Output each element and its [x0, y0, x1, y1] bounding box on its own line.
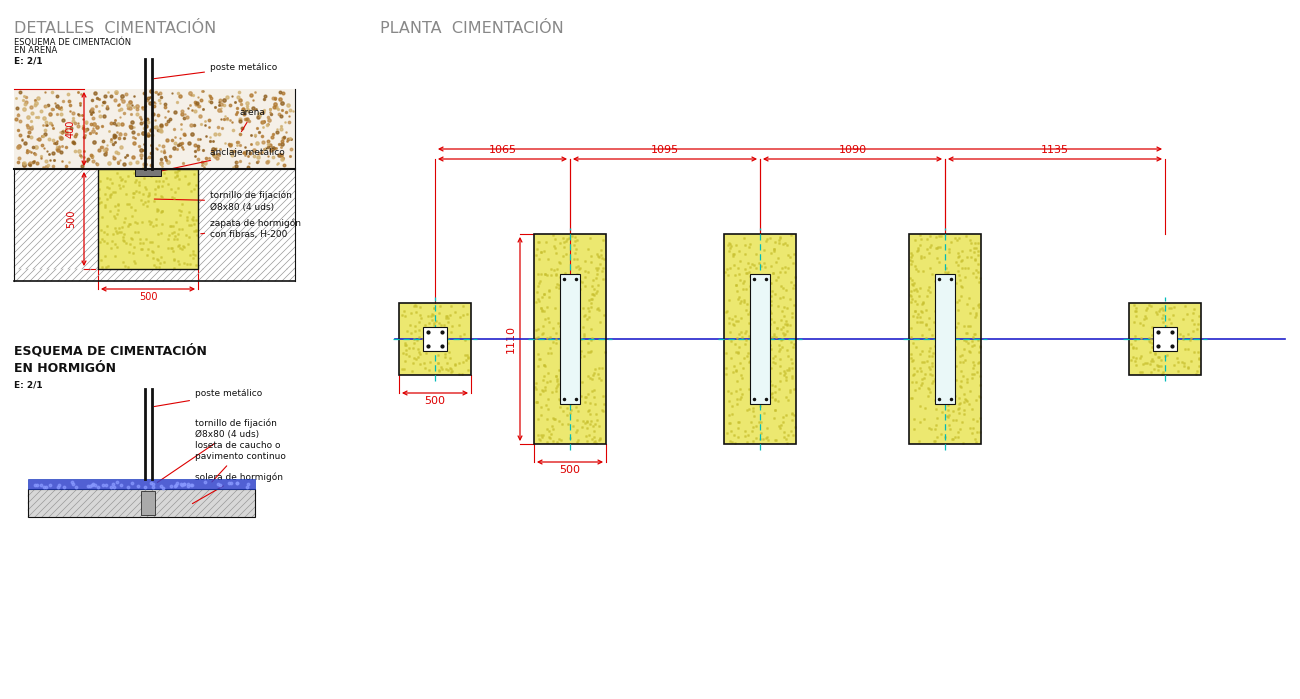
Text: E: 2/1: E: 2/1 [14, 381, 43, 390]
Text: ESQUEMA DE CIMENTACIÓN: ESQUEMA DE CIMENTACIÓN [14, 344, 207, 357]
Text: loseta de caucho o
pavimento continuo: loseta de caucho o pavimento continuo [195, 441, 286, 482]
Text: DETALLES  CIMENTACIÓN: DETALLES CIMENTACIÓN [14, 21, 216, 36]
Bar [14, 269, 295, 281]
Text: PLANTA  CIMENTACIÓN: PLANTA CIMENTACIÓN [380, 21, 564, 36]
Text: 500: 500 [66, 210, 75, 229]
Text: 1065: 1065 [489, 145, 516, 155]
Bar [1128, 303, 1201, 375]
Bar [140, 491, 155, 515]
Bar [534, 234, 606, 444]
Text: E: 2/1: E: 2/1 [14, 56, 43, 65]
Bar [1128, 303, 1201, 375]
Bar [560, 274, 580, 404]
Text: zapata de hormigón
con fibras, H-200: zapata de hormigón con fibras, H-200 [200, 219, 302, 239]
Bar [750, 274, 770, 404]
Bar [534, 234, 606, 444]
Text: 500: 500 [425, 396, 446, 406]
Bar [29, 489, 255, 517]
Text: poste metálico: poste metálico [155, 389, 263, 407]
Text: 400: 400 [66, 120, 75, 138]
Text: solera de hormigón: solera de hormigón [192, 473, 283, 503]
Bar [14, 89, 295, 169]
Bar [1153, 327, 1176, 351]
Bar [14, 169, 98, 269]
Text: tornillo de fijación
Ø8x80 (4 uds): tornillo de fijación Ø8x80 (4 uds) [157, 419, 277, 482]
Text: 1090: 1090 [838, 145, 867, 155]
Bar [399, 303, 471, 375]
Text: 500: 500 [559, 465, 581, 475]
Text: EN ARENA: EN ARENA [14, 46, 57, 55]
Bar [724, 234, 796, 444]
Bar [29, 479, 255, 489]
Text: 500: 500 [139, 292, 157, 302]
Bar [98, 169, 198, 269]
Bar [935, 274, 956, 404]
Text: arena: arena [240, 108, 266, 131]
Bar [909, 234, 982, 444]
Bar [98, 169, 198, 269]
Text: 1095: 1095 [651, 145, 679, 155]
Text: poste metálico: poste metálico [155, 62, 277, 79]
Text: anclaje metálico: anclaje metálico [155, 148, 285, 173]
Text: tornillo de fijación
Ø8x80 (4 uds): tornillo de fijación Ø8x80 (4 uds) [155, 191, 292, 212]
Bar [724, 234, 796, 444]
Text: EN HORMIGÓN: EN HORMIGÓN [14, 362, 116, 375]
Text: 1135: 1135 [1041, 145, 1069, 155]
Bar [135, 169, 161, 176]
Text: 1110: 1110 [506, 325, 516, 353]
Bar [909, 234, 982, 444]
Text: ESQUEMA DE CIMENTACIÓN: ESQUEMA DE CIMENTACIÓN [14, 38, 131, 48]
Bar [29, 489, 255, 517]
Bar [399, 303, 471, 375]
Bar [198, 169, 295, 269]
Bar [422, 327, 447, 351]
